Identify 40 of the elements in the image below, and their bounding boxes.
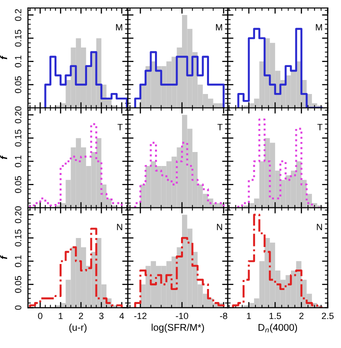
x-tick-label: -10 — [176, 312, 188, 320]
y-tick-label: 0.15 — [14, 230, 22, 246]
x-axis-title: D$_{n}$(4000) — [258, 324, 298, 333]
x-tick-label: 2.5 — [322, 312, 334, 320]
annotation: M — [316, 24, 322, 30]
y-tick-label: 0.1 — [14, 56, 22, 68]
y-tick-label: 0.1 — [14, 255, 22, 268]
x-tick-label: 3 — [99, 312, 104, 320]
y-tick-label: 0.15 — [14, 30, 22, 47]
annotation: N — [217, 224, 222, 230]
x-tick-label: 1 — [247, 312, 251, 320]
x-tick-label: 1.5 — [270, 312, 282, 320]
y-tick-label: 0.2 — [14, 9, 22, 21]
x-tick-label: 1 — [58, 312, 63, 320]
x-tick-label: 2 — [78, 312, 84, 320]
y-axis-title: f — [0, 255, 8, 259]
y-tick-label: 0.1 — [14, 155, 22, 168]
y-tick-label: 0.20 — [14, 106, 22, 124]
y-axis-title: f — [0, 56, 8, 60]
annotation: T — [118, 124, 123, 130]
annotation: N — [316, 224, 322, 230]
annotation: M — [116, 24, 122, 30]
x-axis-title: (u-r) — [69, 324, 86, 333]
x-tick-label: 2 — [299, 312, 304, 320]
x-axis-title: log(SFR/M*) — [152, 324, 204, 333]
x-tick-label: -8 — [220, 312, 228, 320]
x-tick-label: -12 — [134, 312, 146, 320]
y-axis-title: f — [0, 155, 8, 160]
x-tick-label: 0 — [38, 312, 42, 320]
y-tick-label: 0.05 — [14, 76, 22, 94]
annotation: T — [317, 124, 322, 130]
annotation: N — [117, 224, 122, 230]
y-tick-label: 0.20 — [14, 206, 22, 224]
annotation: T — [217, 124, 223, 130]
y-tick-label: 0.05 — [14, 176, 22, 193]
y-tick-label: 0 — [14, 305, 22, 310]
y-tick-label: 0.15 — [14, 130, 22, 147]
y-tick-label: 0.05 — [14, 276, 22, 293]
x-tick-label: 4 — [119, 312, 124, 320]
annotation: M — [216, 24, 222, 30]
